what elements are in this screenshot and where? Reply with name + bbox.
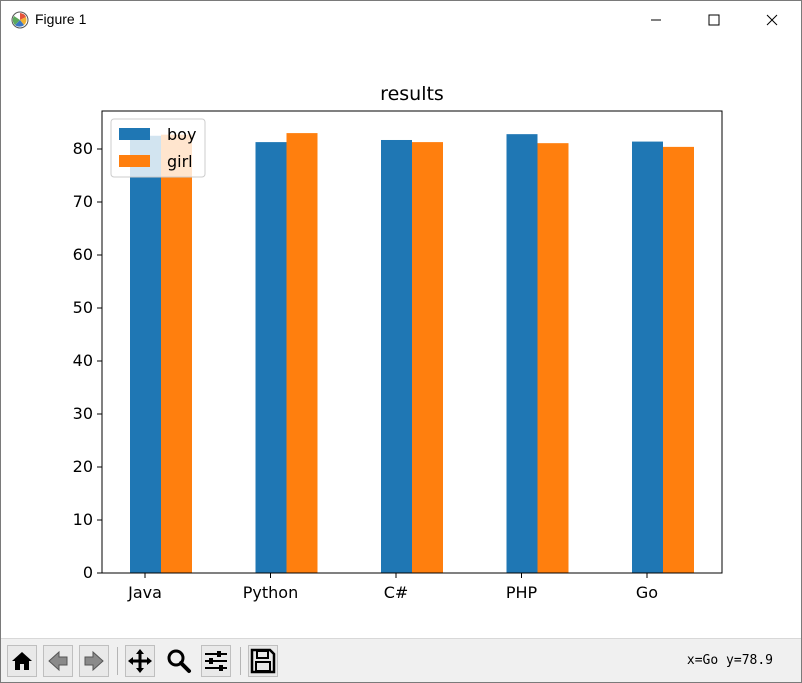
x-tick-label: Java (127, 583, 162, 602)
save-icon (250, 648, 276, 674)
x-tick-label: Python (243, 583, 298, 602)
forward-button[interactable] (79, 645, 109, 677)
close-icon (766, 14, 778, 26)
y-tick-label: 70 (73, 192, 93, 211)
toolbar-separator (117, 647, 118, 675)
bar-girl-python (286, 133, 318, 573)
y-tick-label: 10 (73, 510, 93, 529)
minimize-icon (651, 19, 661, 21)
bar-chart[interactable]: results 0 10 20 30 40 50 60 70 80 Java Python C# PH… (1, 39, 801, 637)
x-tick-label: Go (636, 583, 658, 602)
zoom-button[interactable] (164, 645, 194, 677)
cursor-coordinates: x=Go y=78.9 (686, 653, 773, 668)
figure-canvas[interactable]: results 0 10 20 30 40 50 60 70 80 Java Python C# PH… (1, 39, 801, 637)
x-tick-label: C# (384, 583, 409, 602)
bar-boy-python (255, 142, 287, 574)
configure-subplots-icon (205, 651, 227, 671)
back-icon (48, 650, 68, 672)
back-button[interactable] (43, 645, 73, 677)
close-button[interactable] (743, 1, 801, 39)
y-tick-label: 40 (73, 351, 93, 370)
y-tick-label: 50 (73, 298, 93, 317)
forward-icon (84, 650, 104, 672)
y-axis: 0 10 20 30 40 50 60 70 80 (73, 139, 102, 582)
x-tick-label: PHP (506, 583, 538, 602)
bar-girl-java (161, 134, 192, 573)
navigation-toolbar: x=Go y=78.9 (1, 638, 801, 682)
bar-boy-c (381, 139, 412, 573)
maximize-button[interactable] (685, 1, 743, 39)
bar-boy-go (632, 141, 663, 573)
bar-girl-php (537, 143, 569, 574)
y-tick-label: 30 (73, 404, 93, 423)
home-icon (12, 652, 32, 670)
legend-label-boy: boy (167, 125, 196, 144)
y-tick-label: 0 (83, 563, 93, 582)
bar-girl-c (412, 142, 443, 574)
legend: boy girl (110, 118, 206, 178)
y-tick-label: 80 (73, 139, 93, 158)
zoom-icon (167, 649, 191, 673)
save-button[interactable] (248, 645, 278, 677)
title-bar[interactable]: Figure 1 (1, 1, 801, 39)
matplotlib-icon (11, 11, 29, 29)
axes-frame (101, 110, 723, 574)
pan-button[interactable] (125, 645, 155, 677)
bar-girl-go (663, 146, 694, 573)
legend-swatch-boy (119, 128, 150, 140)
window-title: Figure 1 (35, 11, 87, 27)
legend-swatch-girl (119, 155, 150, 167)
maximize-icon (708, 14, 720, 26)
configure-subplots-button[interactable] (201, 645, 231, 677)
chart-title: results (380, 83, 444, 105)
bar-boy-php (506, 134, 538, 573)
minimize-button[interactable] (627, 1, 685, 39)
bars-group (130, 133, 694, 574)
y-tick-label: 20 (73, 457, 93, 476)
y-tick-label: 60 (73, 245, 93, 264)
pan-icon (128, 649, 152, 673)
home-button[interactable] (7, 645, 37, 677)
legend-label-girl: girl (167, 152, 193, 171)
toolbar-separator (240, 647, 241, 675)
bar-boy-java (130, 135, 161, 573)
x-axis: Java Python C# PHP Go (127, 573, 658, 602)
